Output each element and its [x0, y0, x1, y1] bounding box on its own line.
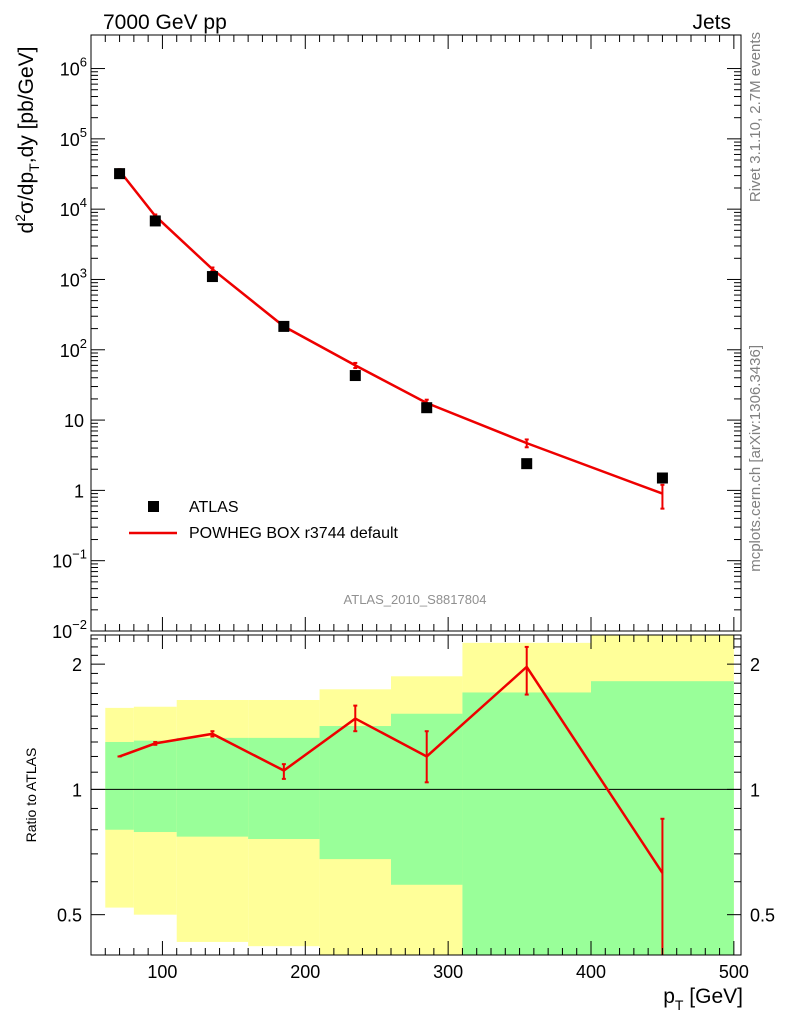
main-y-tick-label: 10−1 — [52, 547, 87, 572]
main-y-tick-label: 102 — [60, 336, 87, 361]
main-y-axis-label: d2σ/dpT,dy [pb/GeV] — [12, 47, 42, 234]
x-tick-label: 300 — [433, 962, 463, 982]
mc-prediction-line — [118, 170, 663, 495]
main-y-tick-label: 106 — [60, 55, 87, 80]
main-plot-frame — [90, 34, 742, 632]
header-right: Jets — [692, 11, 731, 34]
x-tick-label: 100 — [147, 962, 177, 982]
atlas-data-point — [278, 320, 290, 332]
atlas-data-point — [149, 215, 161, 227]
ratio-plot-frame — [90, 634, 742, 956]
main-y-tick-label: 10−2 — [52, 617, 87, 642]
main-y-tick-label: 10 — [64, 411, 84, 431]
atlas-data-point — [521, 458, 533, 470]
ratio-y-tick-label-right: 1 — [750, 780, 760, 800]
ratio-y-tick-label-right: 2 — [750, 655, 760, 675]
uncertainty-band-inner — [462, 692, 591, 955]
mcplots-label: mcplots.cern.ch [arXiv:1306.3436] — [747, 345, 764, 572]
analysis-watermark: ATLAS_2010_S8817804 — [344, 592, 487, 607]
legend-atlas-label: ATLAS — [189, 499, 239, 516]
ratio-y-tick-label: 1 — [72, 780, 82, 800]
atlas-data-point — [206, 271, 218, 283]
uncertainty-band-inner — [133, 740, 177, 833]
legend: ATLAS POWHEG BOX r3744 default — [129, 499, 399, 542]
atlas-data-point — [114, 168, 126, 180]
uncertainty-band-inner — [176, 737, 249, 837]
ratio-line — [119, 664, 664, 874]
ratio-y-tick-label: 2 — [72, 655, 82, 675]
ratio-y-tick-label-right: 0.5 — [750, 906, 775, 926]
main-y-tick-label: 103 — [60, 265, 87, 290]
atlas-data-point — [349, 370, 361, 382]
header-left: 7000 GeV pp — [103, 11, 227, 34]
legend-atlas-marker — [148, 501, 159, 512]
rivet-label: Rivet 3.1.10, 2.7M events — [747, 32, 764, 202]
main-y-tick-label: 105 — [60, 125, 87, 150]
atlas-data-point — [656, 472, 668, 484]
ratio-y-tick-label: 0.5 — [57, 906, 82, 926]
ratio-plot-panel: 0.5 0.5 1 1 2 2 100 200 300 400 500 — [57, 634, 775, 982]
x-tick-label: 500 — [719, 962, 749, 982]
main-y-tick-label: 1 — [74, 481, 84, 501]
uncertainty-band-inner — [319, 726, 391, 860]
x-tick-label: 400 — [576, 962, 606, 982]
atlas-data-point — [421, 402, 433, 414]
legend-mc-label: POWHEG BOX r3744 default — [189, 525, 399, 542]
main-y-tick-label: 104 — [60, 195, 87, 220]
ratio-y-axis-label: Ratio to ATLAS — [23, 748, 39, 843]
x-tick-label: 200 — [290, 962, 320, 982]
x-axis-label: pT [GeV] — [663, 985, 743, 1013]
